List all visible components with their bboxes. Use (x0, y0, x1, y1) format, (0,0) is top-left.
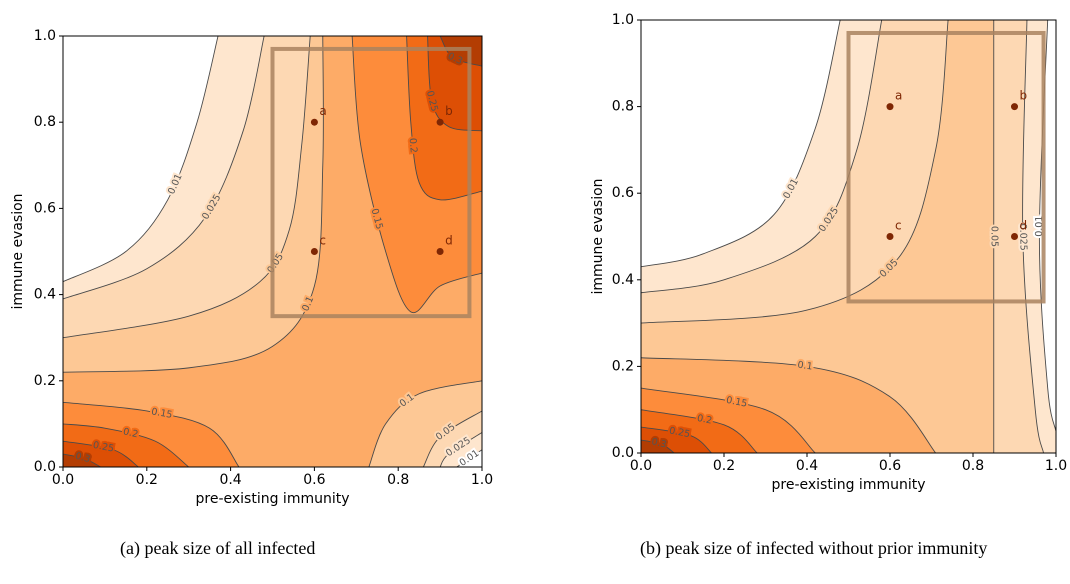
marker-label: d (445, 234, 453, 248)
contour-label: 0.3 (74, 451, 92, 466)
y-tick-label: 1.0 (34, 28, 56, 44)
contour-line (427, 36, 482, 132)
marker-label: c (895, 219, 902, 233)
axes-frame (62, 35, 483, 468)
marker-label: c (319, 234, 326, 248)
contour-line (641, 357, 936, 453)
contour-label: 0.2 (407, 137, 419, 153)
marker-label: b (1020, 89, 1028, 103)
marker (436, 118, 444, 126)
contour-line (351, 36, 482, 314)
x-tick-label: 0.4 (219, 472, 241, 488)
contour-line (63, 401, 240, 467)
marker (310, 248, 318, 255)
contour-line (641, 387, 816, 453)
marker (310, 118, 318, 126)
y-axis-label: immune evasion (590, 178, 606, 294)
x-tick-label: 0.2 (713, 458, 735, 474)
contour-line (63, 453, 101, 467)
x-tick-label: 1.0 (471, 472, 493, 488)
contour-label: 0.025 (1017, 223, 1029, 250)
contour-line (641, 426, 712, 453)
x-tick-label: 1.0 (1045, 458, 1067, 474)
y-tick-label: 0.8 (612, 99, 634, 115)
contour-line (63, 36, 219, 283)
y-tick-label: 0.6 (34, 200, 56, 216)
axes-frame (640, 19, 1057, 454)
contour-label: 0.2 (696, 413, 713, 427)
contour-line (641, 409, 758, 453)
contour-line (439, 432, 482, 467)
x-tick-label: 0.6 (303, 472, 325, 488)
marker (886, 233, 894, 240)
x-tick-label: 0.4 (796, 458, 818, 474)
x-tick-label: 0.0 (52, 472, 74, 488)
region-box (846, 30, 1046, 304)
contour-line (641, 20, 841, 268)
marker-label: a (895, 89, 902, 103)
y-axis-label: immune evasion (10, 193, 26, 309)
y-tick-label: 0.8 (34, 114, 56, 130)
marker (436, 248, 444, 255)
contour-line (641, 20, 949, 324)
contour-fill (641, 20, 1056, 453)
marker (1011, 233, 1018, 240)
contour-line (641, 20, 883, 294)
x-tick-label: 0.8 (387, 472, 409, 488)
y-tick-label: 0.4 (612, 272, 634, 288)
contour-fill (641, 440, 675, 453)
contour-line (422, 410, 482, 467)
contour-label: 0.05 (988, 226, 999, 247)
contour-line (1022, 20, 1044, 453)
x-tick-label: 0.2 (136, 472, 158, 488)
caption: (a) peak size of all infected (120, 538, 316, 558)
region-box (270, 46, 472, 319)
marker-label: d (1020, 219, 1028, 233)
y-tick-label: 0.6 (612, 185, 634, 201)
x-tick-label: 0.6 (879, 458, 901, 474)
y-tick-label: 0.4 (34, 287, 56, 303)
contour-line (456, 449, 482, 467)
x-axis-label: pre-existing immunity (772, 477, 926, 493)
contour-line (63, 423, 189, 467)
y-tick-label: 0.0 (34, 459, 56, 475)
marker-label: b (445, 104, 453, 118)
x-axis-label: pre-existing immunity (196, 491, 350, 507)
contour-fill (63, 454, 101, 467)
x-tick-label: 0.8 (962, 458, 984, 474)
y-tick-label: 0.2 (612, 358, 634, 374)
contour-line (63, 36, 311, 339)
contour-line (63, 36, 265, 300)
caption: (b) peak size of infected without prior … (640, 538, 988, 558)
contour-line (63, 440, 139, 467)
y-tick-label: 0.2 (34, 373, 56, 389)
y-tick-label: 0.0 (612, 445, 634, 461)
contour-label: 0.1 (797, 360, 814, 373)
contour-line (368, 380, 482, 467)
contour-fill (440, 36, 482, 67)
marker (1011, 103, 1018, 111)
contour-line (641, 439, 675, 453)
panel: 0.010.0250.050.10.150.150.20.20.250.250.… (10, 28, 493, 507)
contour-line (406, 36, 482, 201)
x-tick-label: 0.0 (630, 458, 652, 474)
y-tick-label: 1.0 (612, 12, 634, 28)
marker (886, 103, 894, 111)
contour-line (439, 36, 482, 67)
marker-label: a (319, 104, 326, 118)
